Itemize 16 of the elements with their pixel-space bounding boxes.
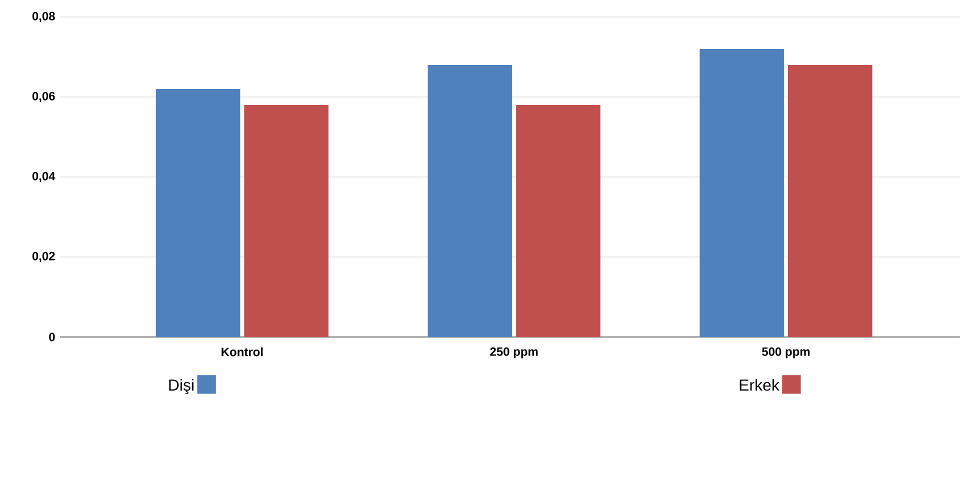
bar [428, 65, 512, 337]
y-tick-label: 0,08 [32, 12, 55, 22]
x-tick-label: Kontrol [222, 347, 263, 356]
x-tick-label: 500 ppm [762, 347, 810, 358]
bar [700, 49, 784, 337]
y-tick-label: 0,04 [32, 172, 56, 182]
y-tick-label: 0 [49, 332, 55, 342]
bar [156, 88, 240, 337]
y-tick-label: 0,06 [32, 92, 55, 102]
legend-label: Erkek [740, 378, 780, 391]
legend-label: Dişi [169, 378, 194, 394]
y-tick-label: 0,02 [32, 252, 55, 262]
x-tick-label: 250 ppm [490, 347, 538, 358]
bar [516, 105, 600, 337]
bar [244, 105, 328, 337]
bar [788, 65, 872, 337]
